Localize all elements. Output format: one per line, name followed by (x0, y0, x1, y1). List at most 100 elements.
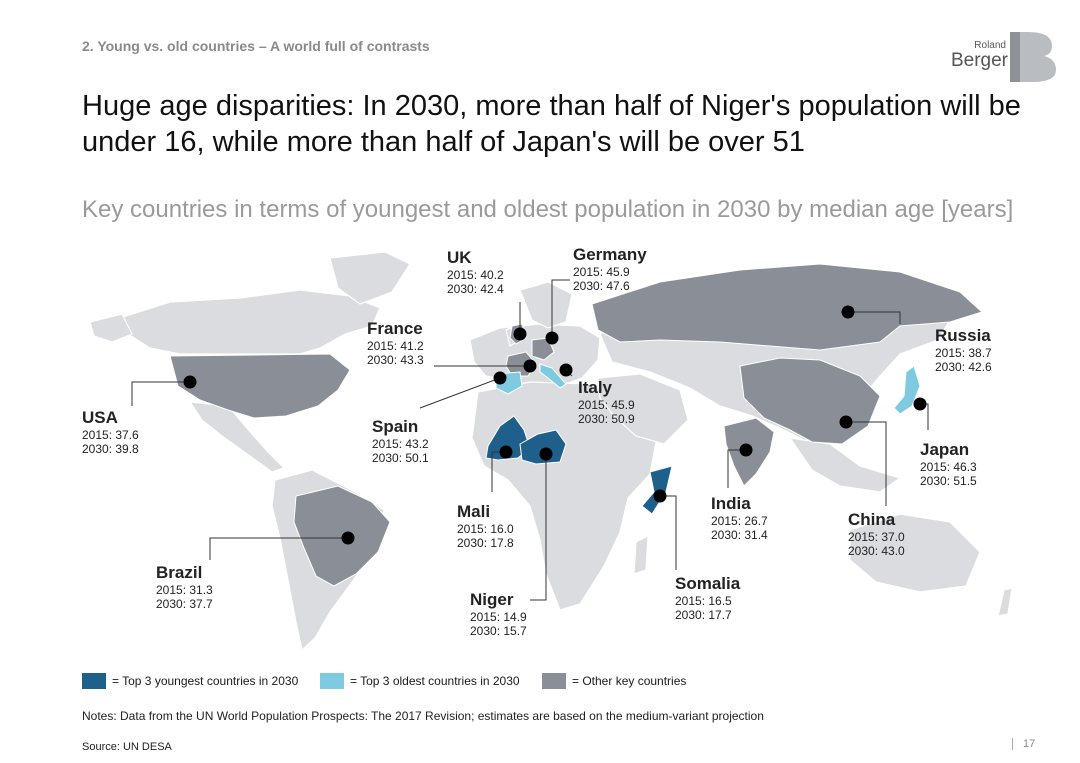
label-russia: Russia 2015: 38.7 2030: 42.6 (935, 326, 992, 374)
value-2030: 2030: 42.4 (447, 282, 504, 296)
label-germany: Germany 2015: 45.9 2030: 47.6 (573, 245, 647, 293)
value-2030: 2030: 43.0 (848, 544, 905, 558)
country-name: Japan (920, 440, 970, 459)
legend-other: = Other key countries (542, 673, 686, 689)
value-2015: 2015: 26.7 (711, 514, 768, 528)
country-name: Brazil (156, 563, 203, 582)
dot-uk (513, 327, 527, 341)
logo-b-mark-icon (1010, 32, 1056, 82)
chart-subtitle: Key countries in terms of youngest and o… (82, 196, 1014, 223)
legend-swatch-other (542, 673, 566, 689)
label-brazil: Brazil 2015: 31.3 2030: 37.7 (156, 563, 213, 611)
value-2015: 2015: 41.2 (367, 339, 424, 353)
country-russia (591, 263, 983, 351)
value-2030: 2030: 15.7 (470, 624, 527, 638)
value-2030: 2030: 17.8 (457, 536, 514, 550)
dot-mali (499, 445, 513, 459)
label-france: France 2015: 41.2 2030: 43.3 (367, 319, 424, 367)
leader-line-china (846, 421, 887, 506)
value-2030: 2030: 37.7 (156, 597, 213, 611)
value-2030: 2030: 50.1 (372, 451, 429, 465)
logo-text-top: Roland (974, 40, 1006, 51)
dot-germany (545, 331, 559, 345)
leader-line-somalia (660, 495, 677, 570)
country-name: USA (82, 408, 118, 427)
leader-line-usa (131, 381, 190, 406)
dot-russia (841, 305, 855, 319)
value-2015: 2015: 37.6 (82, 428, 139, 442)
land-canada (119, 289, 381, 355)
country-usa (169, 353, 351, 419)
dot-spain (493, 371, 507, 385)
legend-label: = Other key countries (572, 674, 687, 688)
land-alaska (89, 313, 133, 343)
dot-china (839, 415, 853, 429)
dot-italy (559, 363, 573, 377)
leader-line-spain (419, 377, 501, 409)
country-name: Somalia (675, 574, 741, 593)
world-map (89, 251, 1013, 652)
country-somalia (641, 465, 673, 515)
label-italy: Italy 2015: 45.9 2030: 50.9 (578, 378, 635, 426)
value-2015: 2015: 46.3 (920, 460, 977, 474)
land-new-zealand (997, 587, 1013, 617)
value-2015: 2015: 45.9 (578, 398, 635, 412)
dot-usa (183, 375, 197, 389)
dot-france (523, 359, 537, 373)
country-name: Mali (457, 502, 491, 521)
leader-line-germany (551, 279, 570, 338)
label-china: China 2015: 37.0 2030: 43.0 (848, 510, 905, 558)
label-mali: Mali 2015: 16.0 2030: 17.8 (457, 502, 514, 550)
value-2030: 2030: 39.8 (82, 442, 139, 456)
country-name: UK (447, 248, 472, 267)
value-2015: 2015: 38.7 (935, 346, 992, 360)
value-2030: 2030: 42.6 (935, 360, 992, 374)
value-2030: 2030: 47.6 (573, 279, 630, 293)
country-name: Spain (372, 417, 419, 436)
country-name: Italy (578, 378, 613, 397)
land-greenland (329, 251, 411, 305)
land-australia (849, 513, 981, 593)
dot-brazil (341, 531, 355, 545)
value-2015: 2015: 16.5 (675, 594, 732, 608)
country-germany (531, 337, 555, 361)
country-name: France (367, 319, 423, 338)
land-mexico-central-america (188, 401, 286, 473)
value-2030: 2030: 50.9 (578, 412, 635, 426)
logo-text-bottom: Berger (950, 50, 1008, 71)
value-2015: 2015: 16.0 (457, 522, 514, 536)
country-name: Niger (470, 590, 514, 609)
label-spain: Spain 2015: 43.2 2030: 50.1 (372, 417, 429, 465)
land-madagascar (633, 534, 649, 575)
legend-youngest: = Top 3 youngest countries in 2030 (82, 673, 298, 689)
dot-somalia (653, 489, 667, 503)
value-2015: 2015: 43.2 (372, 437, 429, 451)
legend-oldest: = Top 3 oldest countries in 2030 (320, 673, 520, 689)
value-2015: 2015: 40.2 (447, 268, 504, 282)
legend-label: = Top 3 youngest countries in 2030 (112, 674, 299, 688)
label-uk: UK 2015: 40.2 2030: 42.4 (447, 248, 504, 296)
country-name: India (711, 494, 751, 513)
legend-swatch-oldest (320, 673, 344, 689)
value-2030: 2030: 17.7 (675, 608, 732, 622)
source: Source: UN DESA (82, 741, 172, 753)
label-somalia: Somalia 2015: 16.5 2030: 17.7 (675, 574, 740, 622)
leader-line-niger (530, 454, 547, 601)
roland-berger-logo: Roland Berger (948, 28, 1058, 84)
label-usa: USA 2015: 37.6 2030: 39.8 (82, 408, 139, 456)
section-title: 2. Young vs. old countries – A world ful… (82, 38, 430, 54)
leader-line-brazil (209, 537, 348, 560)
value-2015: 2015: 31.3 (156, 583, 213, 597)
label-india: India 2015: 26.7 2030: 31.4 (711, 494, 768, 542)
highlighted-countries (169, 263, 983, 587)
page-title: Huge age disparities: In 2030, more than… (82, 90, 1021, 158)
notes: Notes: Data from the UN World Population… (82, 709, 764, 723)
label-japan: Japan 2015: 46.3 2030: 51.5 (920, 440, 977, 488)
value-2030: 2030: 31.4 (711, 528, 768, 542)
label-niger: Niger 2015: 14.9 2030: 15.7 (470, 590, 527, 638)
legend-swatch-youngest (82, 673, 106, 689)
value-2030: 2030: 43.3 (367, 353, 424, 367)
country-niger (519, 429, 567, 465)
country-name: China (848, 510, 896, 529)
dot-india (739, 443, 753, 457)
